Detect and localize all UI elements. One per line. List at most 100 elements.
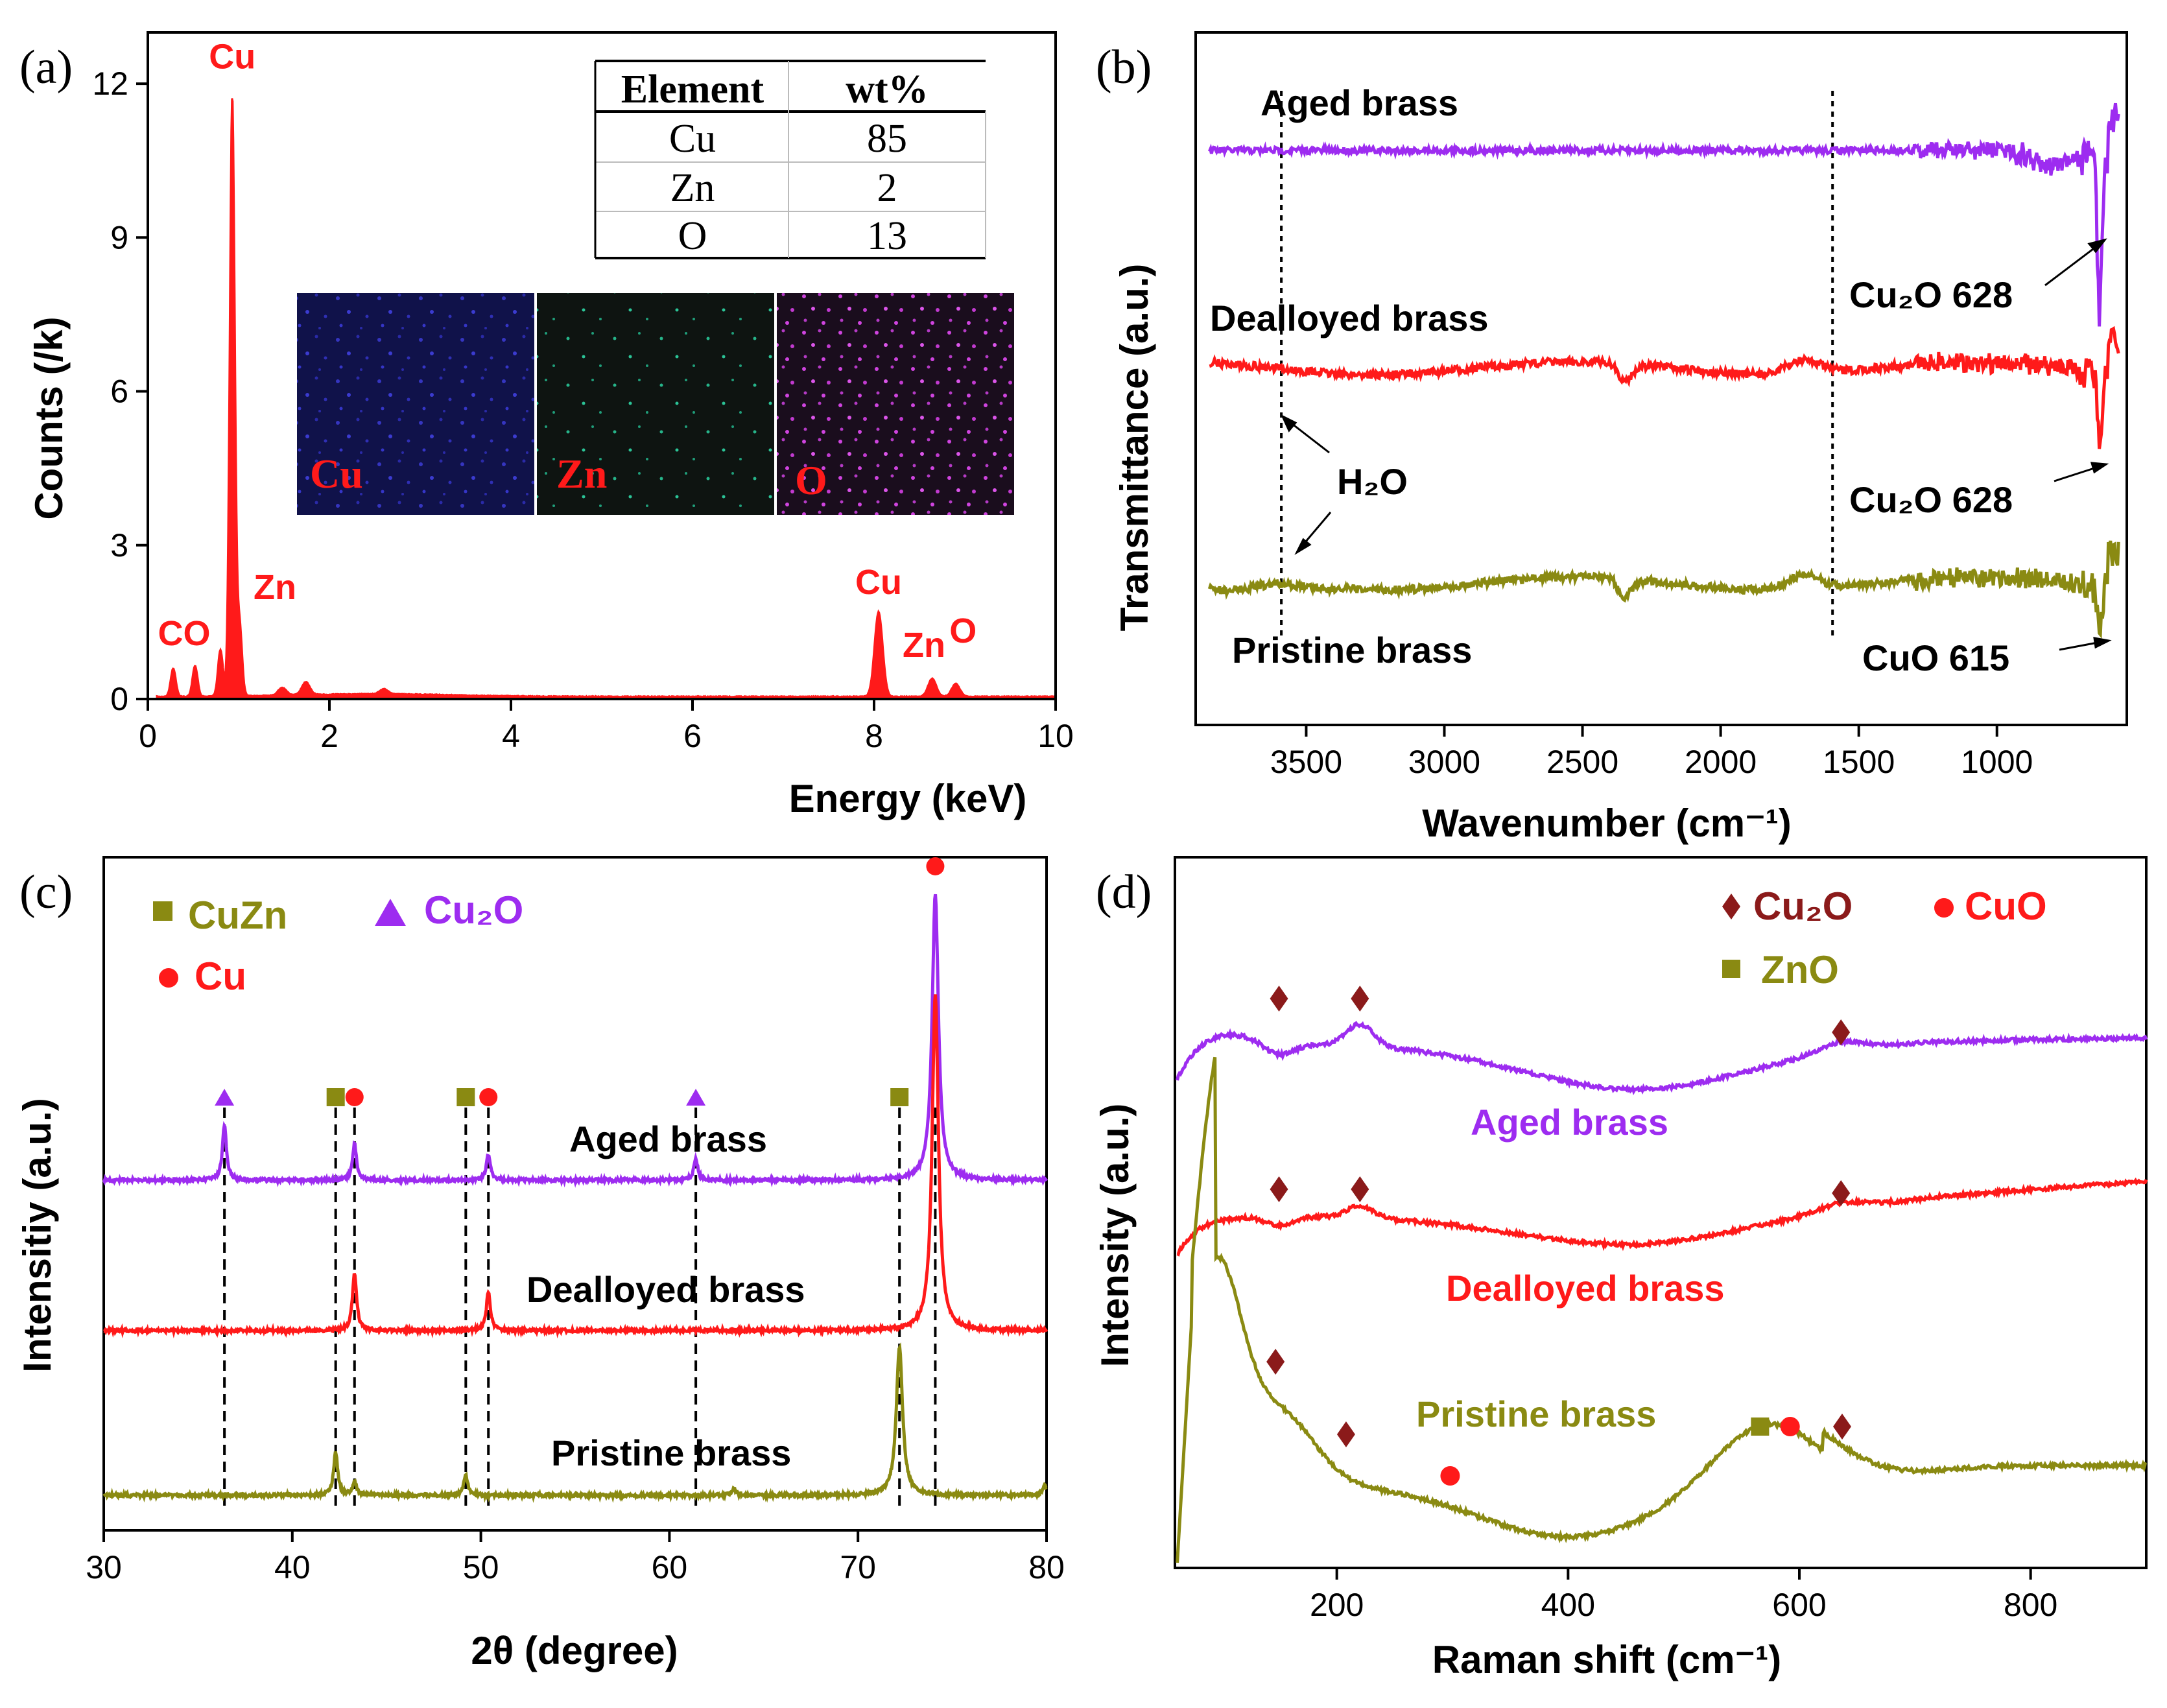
triangle-marker bbox=[215, 1089, 235, 1106]
series-line bbox=[102, 1342, 1048, 1503]
table-header-wt: wt% bbox=[846, 67, 928, 112]
x-tick-label: 4 bbox=[502, 718, 520, 754]
circle-marker bbox=[1780, 1417, 1800, 1436]
y-tick-label: 6 bbox=[110, 374, 128, 410]
table-cell: 85 bbox=[867, 117, 907, 161]
series-line bbox=[1176, 1021, 2148, 1095]
map-label: O bbox=[795, 457, 827, 503]
x-tick-label: 40 bbox=[274, 1549, 311, 1585]
square-marker bbox=[890, 1088, 909, 1106]
panel-c: (c) 30 40 50 60 70 80 2θ (degree) Intensitiy … bbox=[16, 856, 1065, 1672]
series-line bbox=[102, 894, 1048, 1188]
legend-diamond-marker bbox=[1722, 894, 1740, 919]
x-tick-label: 400 bbox=[1541, 1587, 1595, 1623]
circle-marker bbox=[345, 1088, 364, 1106]
panel-letter: (c) bbox=[19, 866, 73, 919]
x-tick-label: 800 bbox=[2004, 1587, 2057, 1623]
plot-frame bbox=[1174, 856, 2148, 1569]
peak-label: Cu bbox=[855, 563, 902, 602]
composition-table: Element wt% Cu 85 Zn 2 O 13 bbox=[594, 60, 986, 259]
table-header-element: Element bbox=[621, 67, 764, 112]
x-tick-label: 8 bbox=[865, 718, 883, 754]
peak-annotation: Cu₂O 628 bbox=[1849, 479, 2013, 520]
circle-marker bbox=[479, 1088, 498, 1106]
circle-marker bbox=[926, 857, 945, 875]
table-cell: 13 bbox=[867, 214, 907, 258]
diamond-marker bbox=[1351, 986, 1369, 1012]
o-map-image bbox=[777, 293, 1014, 515]
y-tick-label: 12 bbox=[92, 65, 128, 102]
x-tick-label: 2000 bbox=[1685, 744, 1757, 780]
x-tick-label: 2 bbox=[320, 718, 338, 754]
annotation-arrows bbox=[1280, 238, 2112, 651]
map-label: Zn bbox=[556, 451, 607, 497]
diamond-marker bbox=[1832, 1019, 1851, 1045]
circle-marker bbox=[1440, 1466, 1460, 1486]
axes: 200 400 600 800 bbox=[1174, 856, 2148, 1623]
y-axis-label: Intensitiy (a.u.) bbox=[16, 1098, 59, 1372]
legend-entry: Cu₂O bbox=[1753, 884, 1853, 928]
legend-circle-marker bbox=[159, 968, 178, 988]
panel-letter: (b) bbox=[1096, 41, 1152, 94]
peak-label: CO bbox=[158, 614, 211, 653]
x-axis-label: 2θ (degree) bbox=[471, 1629, 678, 1672]
legend: Cu₂O CuO ZnO bbox=[1722, 884, 2047, 991]
legend-circle-marker bbox=[1934, 898, 1954, 918]
ftir-traces bbox=[1207, 102, 2120, 639]
series-label-dealloyed: Dealloyed brass bbox=[1446, 1268, 1725, 1309]
diamond-marker bbox=[1266, 1349, 1285, 1375]
diamond-marker bbox=[1351, 1176, 1369, 1202]
raman-traces bbox=[1176, 1021, 2148, 1563]
series-label-aged: Aged brass bbox=[1471, 1102, 1668, 1143]
x-tick-label: 3500 bbox=[1270, 744, 1342, 780]
legend-entry: CuZn bbox=[188, 894, 287, 937]
phase-markers bbox=[1266, 986, 1851, 1486]
x-tick-label: 10 bbox=[1037, 718, 1074, 754]
legend-entry: ZnO bbox=[1761, 948, 1839, 991]
x-tick-label: 600 bbox=[1772, 1587, 1826, 1623]
x-tick-label: 3000 bbox=[1408, 744, 1480, 780]
axes: 3500 3000 2500 2000 1500 1000 bbox=[1194, 31, 2128, 780]
reference-lines bbox=[1280, 91, 1834, 635]
legend-entry: Cu₂O bbox=[424, 888, 523, 932]
x-tick-label: 70 bbox=[840, 1549, 876, 1585]
series-label-aged: Aged brass bbox=[1261, 82, 1458, 123]
peak-annotation: Cu₂O 628 bbox=[1849, 274, 2013, 315]
table-cell: 2 bbox=[877, 166, 897, 210]
series-line bbox=[1207, 102, 2120, 327]
y-axis-label: Transmittance (a.u.) bbox=[1113, 264, 1156, 632]
x-axis-label: Energy (keV) bbox=[789, 777, 1027, 820]
x-tick-label: 50 bbox=[463, 1549, 499, 1585]
x-tick-label: 2500 bbox=[1546, 744, 1618, 780]
series-line bbox=[1207, 540, 2120, 639]
y-tick-label: 0 bbox=[110, 681, 128, 717]
plot-frame bbox=[147, 31, 1057, 700]
series-line bbox=[1176, 1056, 2148, 1563]
square-marker bbox=[456, 1088, 475, 1106]
panel-b: (b) 3500 3000 2500 2000 1500 1000 Wavenumber … bbox=[1096, 31, 2128, 845]
eds-spectrum bbox=[156, 98, 1057, 700]
y-axis-label: Counts (/k) bbox=[27, 316, 71, 519]
series-label-dealloyed: Dealloyed brass bbox=[527, 1269, 805, 1310]
panel-letter: (d) bbox=[1096, 866, 1152, 919]
plot-frame bbox=[1194, 31, 2128, 726]
series-line bbox=[102, 994, 1048, 1339]
triangle-marker bbox=[686, 1089, 706, 1106]
diamond-marker bbox=[1336, 1421, 1355, 1447]
x-tick-label: 0 bbox=[139, 718, 157, 754]
x-tick-label: 60 bbox=[652, 1549, 688, 1585]
cu-map-image bbox=[297, 293, 534, 515]
table-cell: O bbox=[678, 214, 707, 258]
x-tick-label: 30 bbox=[86, 1549, 122, 1585]
legend-entry: CuO bbox=[1965, 884, 2047, 928]
series-label-pristine: Pristine brass bbox=[1416, 1394, 1656, 1434]
peak-label: Cu bbox=[209, 37, 255, 76]
y-tick-label: 3 bbox=[110, 527, 128, 563]
diamond-marker bbox=[1270, 986, 1288, 1012]
x-tick-label: 6 bbox=[683, 718, 702, 754]
series-label-dealloyed: Dealloyed brass bbox=[1210, 298, 1489, 338]
series-line bbox=[1209, 326, 2120, 449]
table-cell: Zn bbox=[670, 166, 715, 210]
zn-map-image bbox=[537, 293, 774, 515]
